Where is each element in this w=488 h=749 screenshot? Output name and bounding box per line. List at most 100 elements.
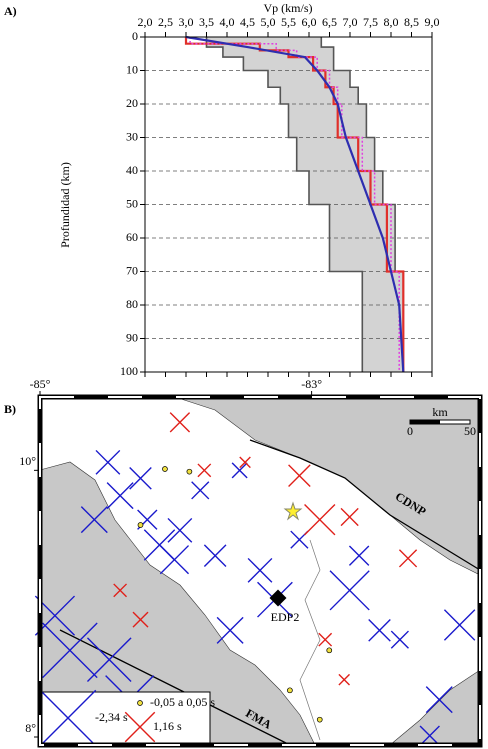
residual-cross [419, 725, 440, 746]
scale-unit: km [432, 405, 448, 419]
residual-cross [348, 545, 370, 566]
x-tick-label: 8,0 [384, 15, 399, 29]
x-tick-label: 2,5 [158, 15, 173, 29]
residual-point [137, 522, 144, 528]
velocity-model [189, 37, 400, 372]
cross-arm [348, 545, 370, 566]
cross-arm [197, 463, 212, 478]
x-tick-label: 3,0 [179, 15, 194, 29]
scale-tick-label: 0 [407, 424, 413, 438]
land-pacific [39, 461, 316, 746]
y-tick-label: 70 [126, 263, 138, 277]
cross-arm [390, 630, 409, 649]
cross-arm [132, 611, 149, 628]
cross-arm [86, 637, 132, 682]
residual-cross [95, 449, 121, 475]
y-axis-title: Profundidad (km) [58, 162, 72, 248]
cross-arm [169, 412, 191, 433]
y-tick-label: 30 [126, 129, 138, 143]
cross-arm [419, 725, 440, 746]
y-tick-label: 90 [126, 330, 138, 344]
residual-cross [129, 467, 152, 490]
cross-arm [42, 622, 98, 679]
y-tick-label: 50 [126, 196, 138, 210]
range-edge [205, 37, 364, 372]
cross-arm [368, 619, 391, 642]
range-edge [320, 37, 405, 372]
y-tick-label: 60 [126, 230, 138, 244]
x-tick-label: 6,5 [322, 15, 337, 29]
x-tick-label: 6,0 [302, 15, 317, 29]
residual-point [287, 687, 293, 694]
residual-cross [304, 503, 336, 536]
residual-cross [443, 609, 476, 641]
cross-arm [129, 467, 152, 490]
legend-marker [137, 700, 143, 706]
cross-arm [159, 545, 190, 575]
residual-cross [86, 637, 132, 682]
plot-frame [144, 36, 433, 373]
residual-point [326, 647, 333, 654]
scale-tick-label: 50 [464, 424, 476, 438]
x-tick-label: 3,5 [199, 15, 214, 29]
scale-bar [410, 420, 440, 424]
residual-cross [216, 616, 244, 644]
cross-arm [443, 609, 476, 641]
y-tick-label: 100 [120, 364, 138, 378]
residual-cross [169, 412, 191, 433]
cross-arm [318, 632, 333, 647]
x-tick-label: -85° [30, 377, 51, 391]
x-tick-label: 7,5 [363, 15, 378, 29]
x-tick-label: 2,0 [138, 15, 153, 29]
cross-arm [203, 544, 227, 567]
cross-arm [239, 456, 251, 469]
cross-arm [329, 570, 370, 611]
residual-cross [329, 570, 370, 611]
cross-arm [425, 686, 453, 714]
residual-cross [318, 632, 333, 647]
panel-label: A) [4, 4, 17, 18]
residual-cross [338, 673, 350, 686]
residual-cross [425, 686, 453, 714]
cross-arm [304, 503, 336, 536]
velocity-range [206, 37, 404, 372]
epicenter-star [283, 501, 303, 521]
residual-cross [167, 517, 193, 543]
x-tick-label: 7,0 [343, 15, 358, 29]
x-tick-label: 4,5 [240, 15, 255, 29]
residual-cross [239, 456, 251, 469]
y-tick-label: 80 [126, 297, 138, 311]
residual-point [316, 716, 323, 723]
residual-cross [390, 630, 409, 649]
legend-label: -0,05 a 0,05 s [150, 695, 215, 709]
residual-cross [113, 583, 128, 598]
residual-cross [80, 506, 108, 534]
residual-cross [132, 611, 149, 628]
cross-arm [143, 529, 176, 561]
panel-label: B) [4, 402, 16, 416]
y-tick-label: 40 [126, 163, 138, 177]
y-tick-label: 0 [132, 29, 138, 43]
residual-cross [106, 482, 134, 510]
residual-cross [247, 557, 273, 583]
cross-arm [338, 673, 350, 686]
residual-cross [398, 549, 418, 568]
x-tick-label: 5,0 [261, 15, 276, 29]
y-tick-label: 10 [126, 62, 138, 76]
residual-cross [42, 622, 98, 679]
cross-arm [216, 616, 244, 644]
x-tick-label: 9,0 [425, 15, 440, 29]
border [299, 539, 321, 741]
residual-cross [203, 544, 227, 567]
x-tick-label: -83° [301, 377, 322, 391]
station-label: EDP2 [271, 610, 300, 624]
legend-marker [124, 711, 156, 743]
x-tick-label: 4,0 [220, 15, 235, 29]
cross-arm [231, 462, 248, 479]
velocity-model [185, 35, 405, 373]
cross-arm [95, 449, 121, 475]
x-tick-label: 5,5 [281, 15, 296, 29]
cross-arm [167, 517, 193, 543]
x-axis-title: Vp (km/s) [264, 1, 313, 15]
